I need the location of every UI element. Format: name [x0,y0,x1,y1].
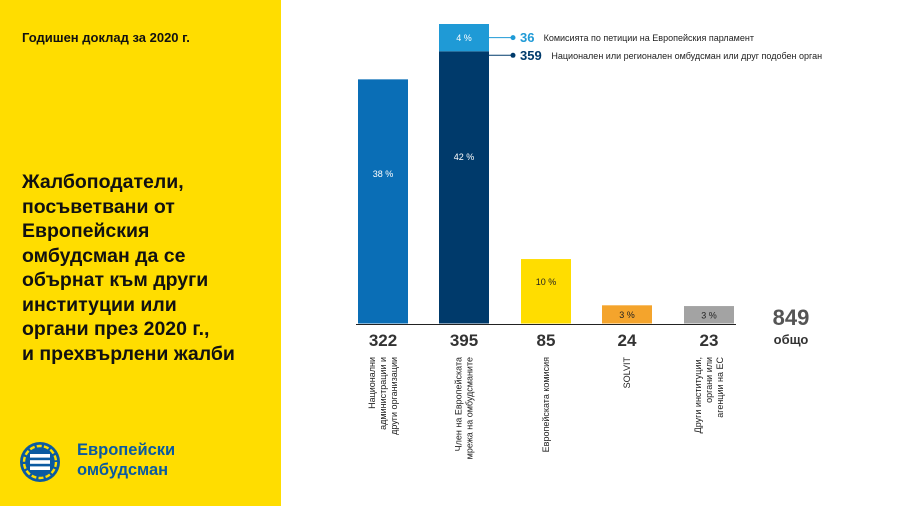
callout-value: 359 [520,48,542,63]
category-label: агенции на ЕС [715,357,725,418]
page-title: Жалбоподатели, посъветвани от Европейски… [22,170,277,366]
bar-segment [439,24,489,52]
bar-percent-label: 3 % [701,310,717,320]
bar-segment [521,259,571,324]
title-line: обърнат към други [22,269,209,291]
report-label: Годишен доклад за 2020 г. [22,30,190,45]
logo-text: Европейски омбудсман [77,440,175,480]
total-value: 849 [773,305,810,330]
title-line: Жалбоподатели, [22,171,184,193]
callout-dot [510,52,516,58]
title-line: омбудсман да се [22,244,186,267]
title-line: органи през 2020 г., [22,318,210,340]
logo-line-1: Европейски [77,441,176,459]
left-panel: Годишен доклад за 2020 г. Жалбоподатели,… [0,0,281,506]
title-line: и прехвърлени жалби [22,342,235,365]
bar-percent-label: 10 % [536,277,557,287]
title-line: посъветвани от [22,195,175,218]
bar-count-label: 85 [537,331,556,350]
category-label: Член на Европейската [454,357,464,451]
bar-percent-label: 38 % [373,169,394,179]
category-label: органи или [704,357,714,403]
bar-count-label: 24 [618,331,637,350]
callout-dot [510,35,516,41]
callout-value: 36 [520,30,534,45]
bar-count-label: 395 [450,331,478,350]
category-label: други организации [389,357,399,435]
bar-count-label: 23 [700,331,719,350]
category-label: Други институции, [693,357,703,433]
category-label: администрации и [378,357,388,430]
total-label: общо [774,332,809,347]
bar-percent-label: 3 % [619,310,635,320]
category-label: Европейската комисия [541,357,551,452]
logo-line-2: омбудсман [77,461,169,479]
bar-percent-label: 42 % [454,152,475,162]
bar-segment [602,305,652,324]
bar-segment [358,79,408,324]
bar-count-label: 322 [369,331,397,350]
callout-text: Комисията по петиции на Европейския парл… [544,33,754,43]
bar-percent-label: 4 % [456,33,472,43]
callout-text: Национален или регионален омбудсман или … [551,51,822,61]
title-line: институции или [22,293,177,316]
category-label: SOLVIT [622,356,632,388]
bar-segment [684,306,734,324]
category-label: мрежа на омбудсманите [465,357,475,459]
bar-segment [439,51,489,324]
euro-ombudsman-logo-icon [20,442,60,482]
category-label: Национални [367,357,377,409]
title-line: Европейския [22,220,150,242]
